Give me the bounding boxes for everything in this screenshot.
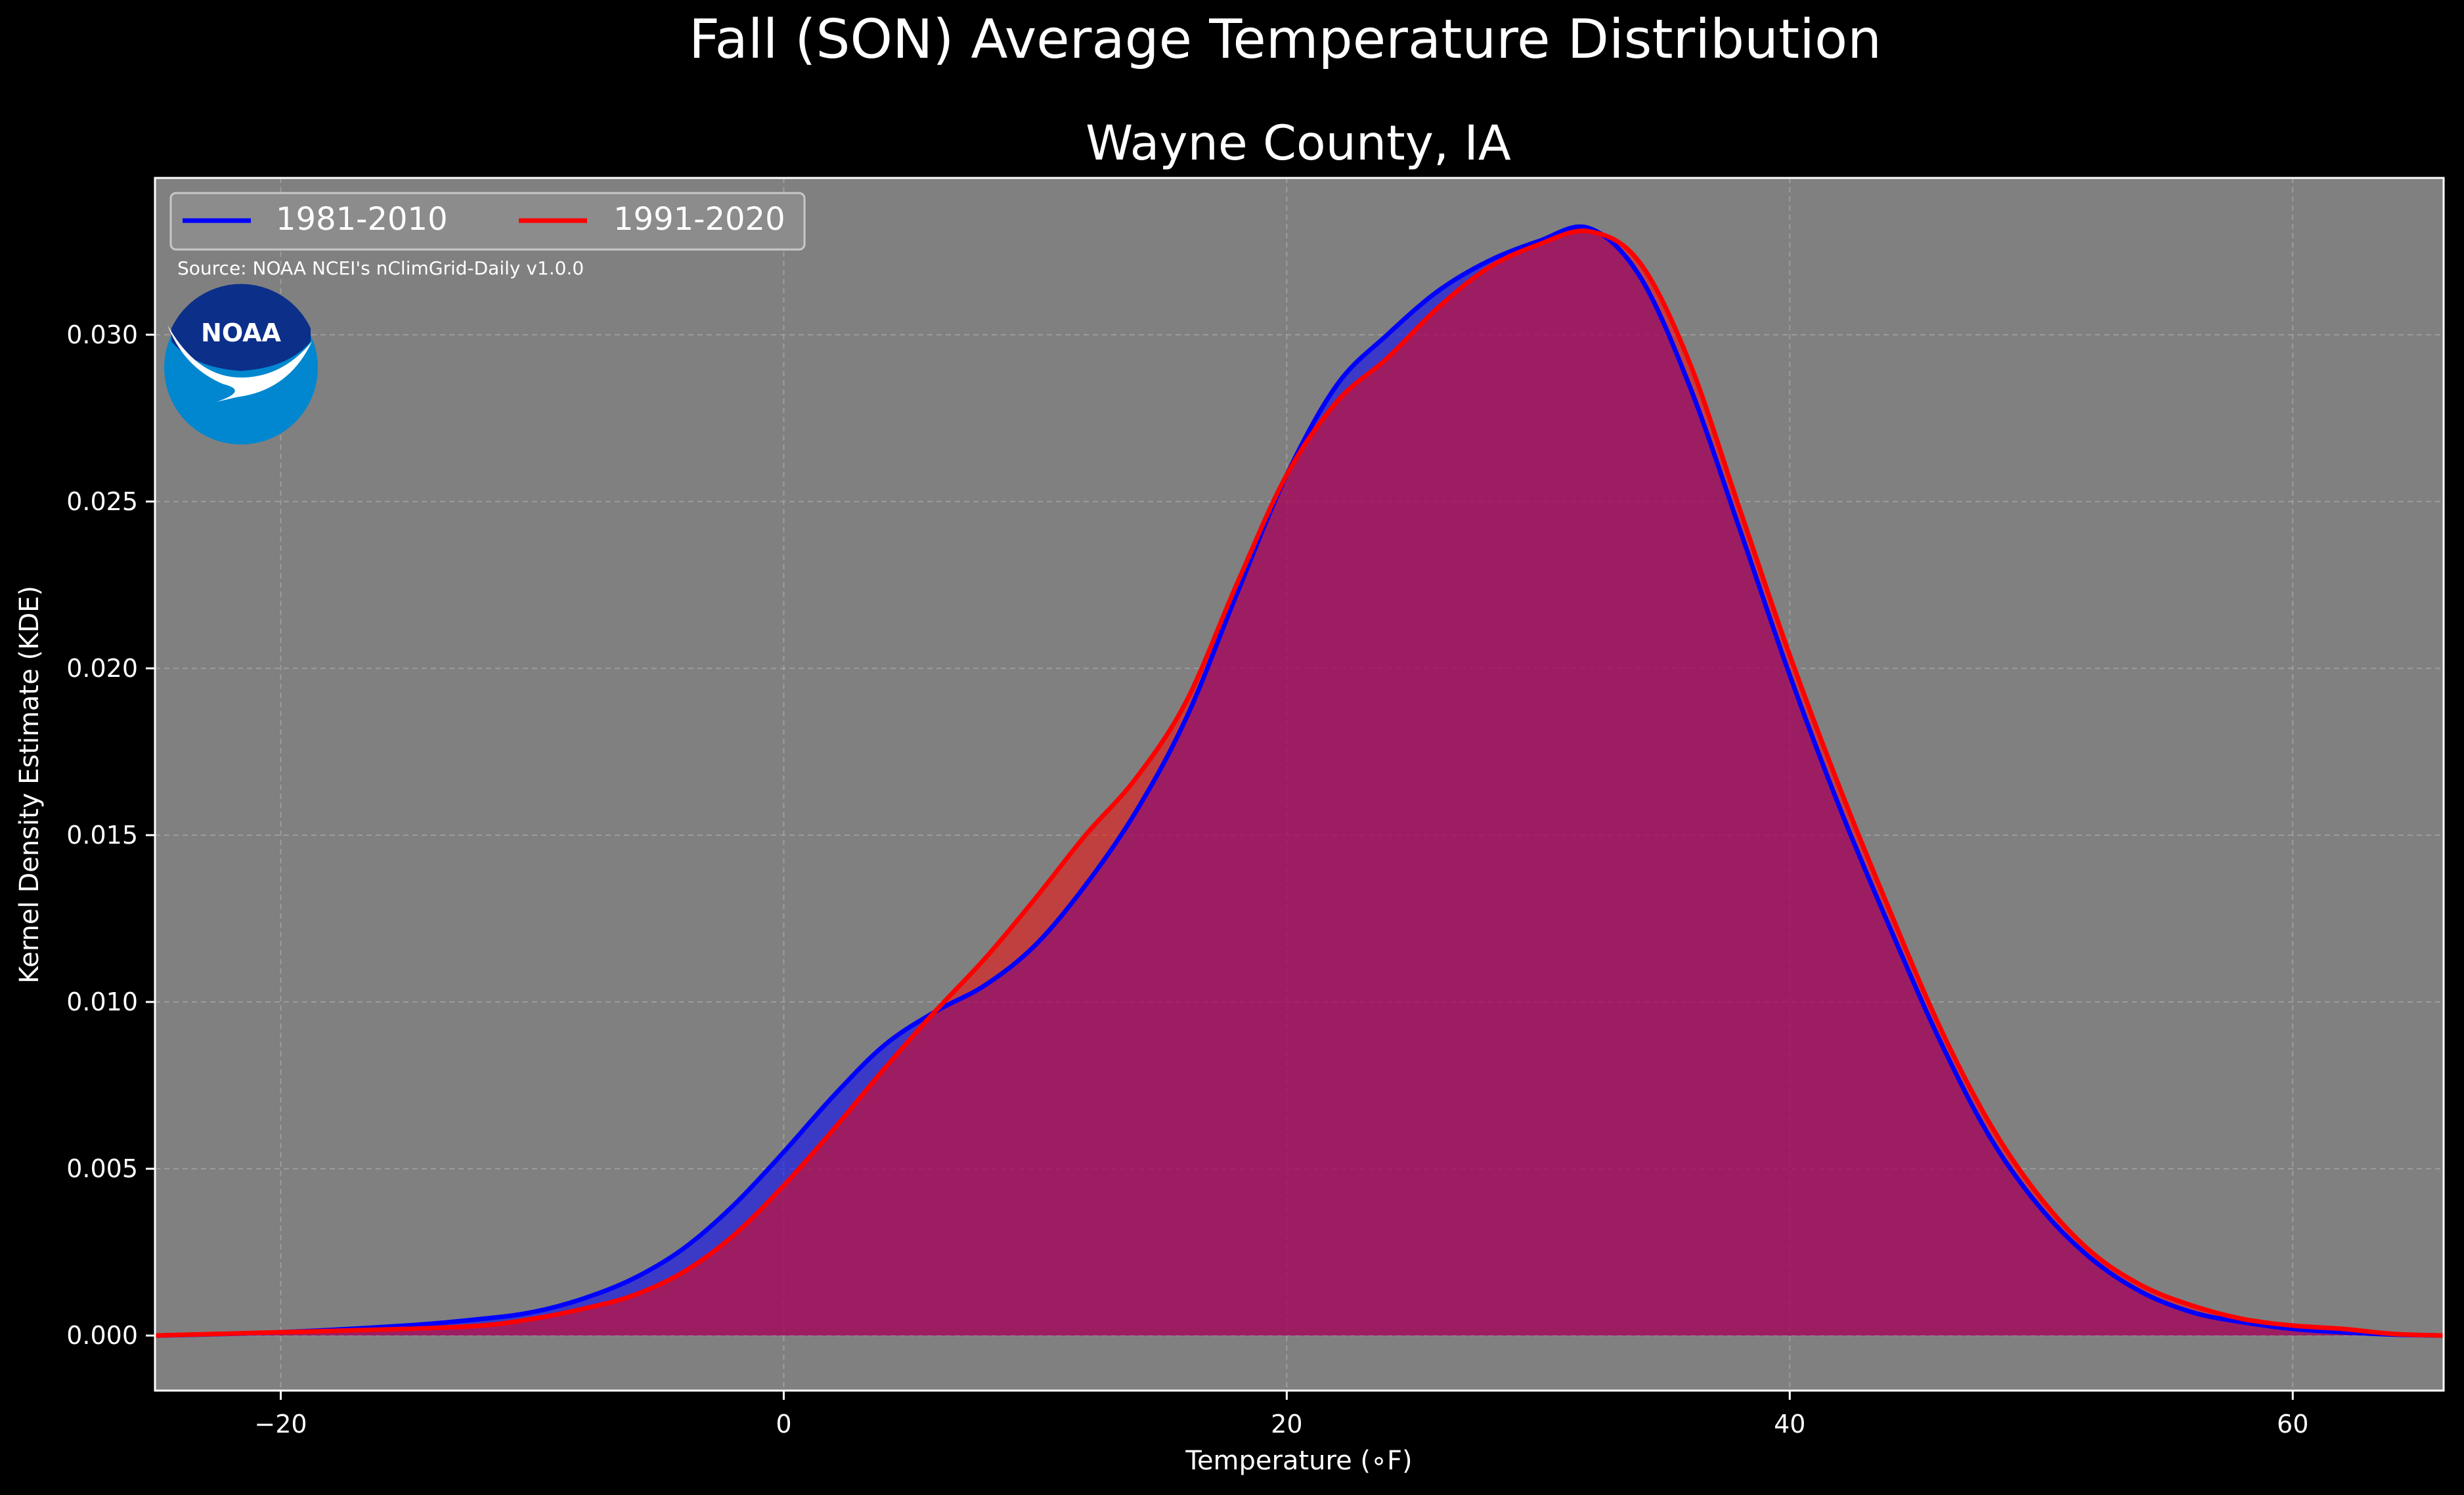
y-tick-label: 0.000 [66, 1321, 138, 1350]
x-tick-label: 0 [776, 1410, 791, 1439]
source-note: Source: NOAA NCEI's nClimGrid-Daily v1.0… [177, 257, 584, 279]
series-lines [154, 224, 2444, 1338]
legend: 1981-2010 1991-2020 [169, 192, 806, 251]
noaa-logo-icon: NOAA [164, 284, 318, 444]
x-tick-label: 40 [1774, 1410, 1805, 1439]
chart-title: Wayne County, IA [1086, 116, 1511, 171]
chart-suptitle: Fall (SON) Average Temperature Distribut… [689, 9, 1881, 71]
x-tick-label: 20 [1271, 1410, 1302, 1439]
y-tick-label: 0.010 [66, 987, 138, 1016]
y-axis-ticks: 0.000 0.005 0.010 0.015 0.020 0.025 0.030 [66, 320, 155, 1350]
legend-label-1981-2010: 1981-2010 [276, 201, 448, 238]
x-tick-label: 60 [2277, 1410, 2308, 1439]
y-tick-label: 0.005 [66, 1154, 138, 1183]
y-axis-label: Kernel Density Estimate (KDE) [14, 586, 45, 984]
y-tick-label: 0.020 [66, 654, 138, 683]
area-fill-1991-2020 [155, 230, 2444, 1336]
plot-frame [154, 177, 2445, 1392]
legend-label-1991-2020: 1991-2020 [613, 201, 785, 238]
y-tick-label: 0.030 [66, 320, 138, 349]
x-tick-label: −20 [254, 1410, 307, 1439]
series-line-1981-2010 [154, 224, 2444, 1338]
y-tick-label: 0.015 [66, 821, 138, 850]
series-line-1991-2020 [154, 228, 2444, 1338]
x-axis-label: Temperature (∘F) [1185, 1446, 1412, 1476]
logo-text: NOAA [201, 318, 281, 347]
series-fills [155, 227, 2444, 1336]
x-axis-ticks: −20 0 20 40 60 [254, 1391, 2308, 1439]
y-tick-label: 0.025 [66, 487, 138, 516]
legend-box [169, 192, 806, 251]
